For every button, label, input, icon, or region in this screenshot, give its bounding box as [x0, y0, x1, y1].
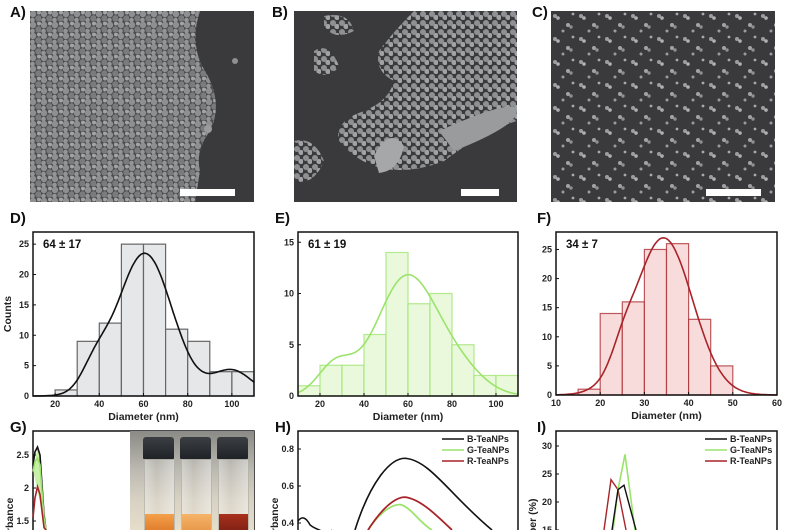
x-tick-label: 60 — [403, 399, 413, 409]
y-tick-label: 25 — [542, 244, 552, 254]
panel-label-e: E) — [275, 210, 290, 227]
x-tick-label: 100 — [224, 399, 239, 409]
sem-image-a — [30, 11, 254, 202]
mean-size-annotation: 34 ± 7 — [566, 239, 598, 251]
x-tick-label: 60 — [772, 398, 782, 408]
legend-label: R-TeaNPs — [730, 456, 772, 466]
x-tick-label: 40 — [684, 398, 694, 408]
plot-frame — [555, 430, 778, 530]
plot-frame — [297, 430, 519, 530]
series-b-line — [611, 484, 637, 530]
x-tick-label: 100 — [488, 399, 503, 409]
y-tick-label: 0.6 — [281, 481, 294, 491]
x-tick-label: 80 — [447, 399, 457, 409]
series-b-line — [354, 457, 493, 530]
mean-size-annotation: 61 ± 19 — [308, 239, 346, 251]
series-r-line — [367, 496, 453, 530]
scale-bar-b — [461, 189, 499, 196]
y-tick-label: 10 — [542, 332, 552, 342]
series-r-line — [32, 483, 47, 530]
x-tick-label: 20 — [50, 399, 60, 409]
y-axis-label: Absorbance — [4, 498, 16, 530]
legend-label: R-TeaNPs — [467, 456, 509, 466]
y-tick-label: 20 — [542, 497, 552, 507]
scale-bar-c — [706, 189, 761, 196]
y-tick-label: 0.4 — [281, 518, 294, 528]
y-axis-label: Counts — [2, 296, 14, 332]
fit-curve — [556, 236, 777, 396]
x-tick-label: 60 — [138, 399, 148, 409]
legend-label: B-TeaNPs — [730, 434, 772, 444]
panel-label-b: B) — [272, 4, 288, 21]
x-tick-label: 80 — [183, 399, 193, 409]
fit-curve — [33, 252, 255, 397]
x-tick-label: 30 — [639, 398, 649, 408]
series-g-line — [32, 456, 47, 530]
y-tick-label: 15 — [542, 525, 552, 530]
y-tick-label: 25 — [542, 469, 552, 479]
panel-label-c: C) — [532, 4, 548, 21]
series-g-line — [367, 503, 433, 530]
y-tick-label: 20 — [19, 270, 29, 280]
x-tick-label: 50 — [728, 398, 738, 408]
fit-curve — [297, 273, 519, 395]
sem-particles-a — [30, 11, 238, 202]
x-tick-label: 20 — [315, 399, 325, 409]
x-axis-label: Diameter (nm) — [631, 410, 702, 422]
y-tick-label: 1.5 — [16, 516, 29, 526]
panel-label-f: F) — [537, 210, 552, 227]
series-b-line-left — [297, 517, 332, 530]
sem-image-c — [551, 11, 775, 202]
y-tick-label: 10 — [284, 289, 294, 299]
sem-particles-b — [294, 11, 517, 182]
panel-label-h: H) — [275, 419, 291, 436]
y-tick-label: 2 — [24, 483, 29, 493]
y-tick-label: 15 — [284, 237, 294, 247]
y-tick-label: 10 — [19, 330, 29, 340]
y-tick-label: 25 — [19, 239, 29, 249]
y-tick-label: 0 — [547, 390, 552, 400]
y-axis-label: Absorbance — [269, 498, 281, 530]
panel-label-i: I) — [537, 419, 547, 436]
vials-photo — [130, 431, 254, 530]
panel-label-a: A) — [10, 4, 26, 21]
x-tick-label: 40 — [94, 399, 104, 409]
y-tick-label: 2.5 — [16, 450, 29, 460]
sem-image-b — [294, 11, 517, 202]
scale-bar-a — [180, 189, 235, 196]
plot-frame — [555, 231, 778, 396]
x-tick-label: 20 — [595, 398, 605, 408]
x-tick-label: 10 — [551, 398, 561, 408]
sem-particles-c — [551, 11, 775, 202]
y-tick-label: 5 — [547, 361, 552, 371]
x-axis-label: Diameter (nm) — [373, 411, 444, 423]
y-tick-label: 30 — [542, 441, 552, 451]
y-tick-label: 20 — [542, 274, 552, 284]
legend-label: B-TeaNPs — [467, 434, 509, 444]
panel-label-g: G) — [10, 419, 27, 436]
x-axis-label: Diameter (nm) — [108, 411, 179, 423]
y-tick-label: 0 — [289, 391, 294, 401]
y-axis-label: Number (%) — [527, 499, 539, 530]
y-tick-label: 0.8 — [281, 444, 294, 454]
y-tick-label: 5 — [289, 340, 294, 350]
y-tick-label: 15 — [542, 303, 552, 313]
panel-label-d: D) — [10, 210, 26, 227]
mean-size-annotation: 64 ± 17 — [43, 239, 81, 251]
y-tick-label: 15 — [19, 300, 29, 310]
y-tick-label: 5 — [24, 361, 29, 371]
series-r-line — [603, 477, 627, 530]
y-tick-label: 0 — [24, 391, 29, 401]
legend-label: G-TeaNPs — [467, 445, 509, 455]
x-tick-label: 40 — [359, 399, 369, 409]
legend-label: G-TeaNPs — [730, 445, 772, 455]
